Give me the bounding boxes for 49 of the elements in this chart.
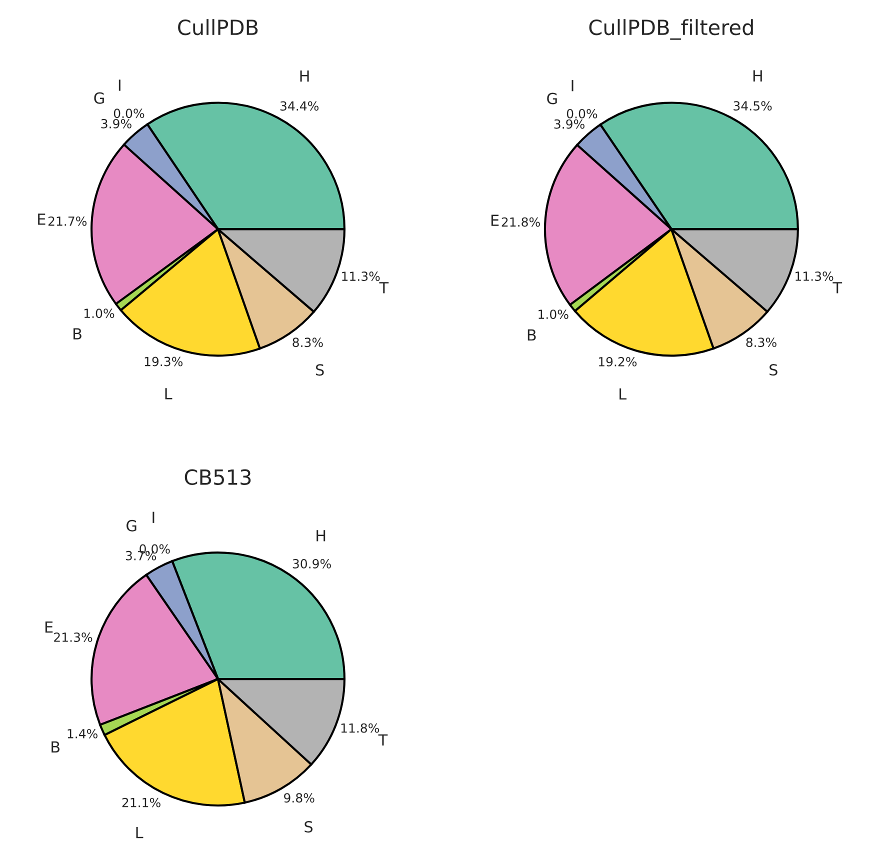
data-label: 21.3% — [54, 632, 92, 642]
slice-label: S — [316, 364, 324, 376]
slice-label: B — [528, 329, 536, 341]
slice-label: T — [379, 282, 389, 294]
slice-label: T — [378, 734, 388, 746]
category-label: I — [152, 512, 154, 523]
slice-label: B — [74, 328, 82, 340]
slice-label: H — [300, 70, 309, 82]
data-label: 8.3% — [746, 338, 776, 348]
text: 0.0% — [114, 108, 144, 118]
slice-label: H — [753, 70, 762, 82]
slice-label: G — [94, 92, 104, 104]
data-label: 21.7% — [48, 216, 87, 226]
data-label: 1.0% — [84, 308, 114, 318]
data-label: 3.9% — [101, 118, 132, 128]
data-label: 9.8% — [284, 793, 314, 803]
data-label: 19.2% — [598, 356, 637, 366]
slice-label: G — [547, 92, 557, 104]
slice-label: H — [316, 530, 326, 542]
data-label: 19.3% — [144, 356, 183, 366]
category-label: I — [118, 80, 120, 91]
slice-label: S — [304, 821, 313, 833]
data-label: 8.3% — [292, 338, 323, 348]
data-label: 11.3% — [342, 272, 380, 281]
data-label: 1.4% — [68, 728, 98, 738]
data-label: 11.3% — [796, 271, 834, 281]
slice-label: L — [136, 827, 144, 838]
data-label: 21.8% — [502, 217, 540, 227]
slice-label: B — [52, 741, 60, 753]
slice-label: E — [38, 214, 46, 225]
chart-title: CullPDB — [178, 19, 258, 36]
slice-label: E — [491, 214, 499, 226]
slice-label: E — [45, 622, 53, 633]
data-label: 34.5% — [734, 101, 772, 111]
data-label: 1.0% — [538, 310, 568, 320]
slice-label: G — [126, 520, 136, 532]
slice-label: L — [165, 388, 172, 400]
category-label: I — [572, 80, 574, 92]
slice-label: L — [620, 388, 626, 400]
chart-title: CB513 — [184, 469, 251, 486]
data-label: 21.1% — [122, 798, 160, 808]
data-label: 34.4% — [280, 101, 319, 111]
text: 0.0% — [566, 108, 598, 118]
data-label: 11.8% — [341, 723, 380, 733]
data-label: 3.9% — [554, 119, 584, 129]
slice-label: S — [770, 364, 778, 376]
slice-label: T — [832, 282, 842, 294]
chart-title: CullPDB_filtered — [589, 19, 753, 40]
data-label: 30.9% — [292, 559, 331, 568]
